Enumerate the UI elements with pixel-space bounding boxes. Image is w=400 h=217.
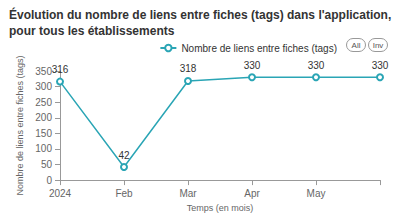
svg-text:100: 100 <box>35 143 52 154</box>
svg-text:Inv: Inv <box>373 41 384 50</box>
svg-text:330: 330 <box>244 60 261 71</box>
svg-text:May: May <box>307 188 326 199</box>
svg-text:pour tous les établissements: pour tous les établissements <box>9 24 175 38</box>
svg-text:330: 330 <box>308 60 325 71</box>
svg-text:318: 318 <box>180 63 197 74</box>
svg-text:150: 150 <box>35 128 52 139</box>
svg-text:250: 250 <box>35 97 52 108</box>
svg-text:Apr: Apr <box>244 188 260 199</box>
svg-text:All: All <box>352 41 361 50</box>
svg-text:200: 200 <box>35 112 52 123</box>
svg-text:42: 42 <box>118 150 130 161</box>
svg-text:Temps (en mois): Temps (en mois) <box>187 203 254 213</box>
svg-text:350: 350 <box>35 66 52 77</box>
svg-text:50: 50 <box>41 159 53 170</box>
svg-text:Nombre de liens entre fiches (: Nombre de liens entre fiches (tags) <box>181 43 337 54</box>
svg-text:316: 316 <box>52 64 69 75</box>
svg-text:Évolution du nombre de liens e: Évolution du nombre de liens entre fiche… <box>9 7 395 22</box>
svg-text:300: 300 <box>35 81 52 92</box>
svg-text:Nombre de liens entre fiches (: Nombre de liens entre fiches (tags) <box>15 56 25 196</box>
svg-text:2024: 2024 <box>49 188 72 199</box>
svg-text:Mar: Mar <box>179 188 197 199</box>
svg-text:Feb: Feb <box>115 188 133 199</box>
svg-text:330: 330 <box>372 60 389 71</box>
svg-text:0: 0 <box>46 175 52 186</box>
